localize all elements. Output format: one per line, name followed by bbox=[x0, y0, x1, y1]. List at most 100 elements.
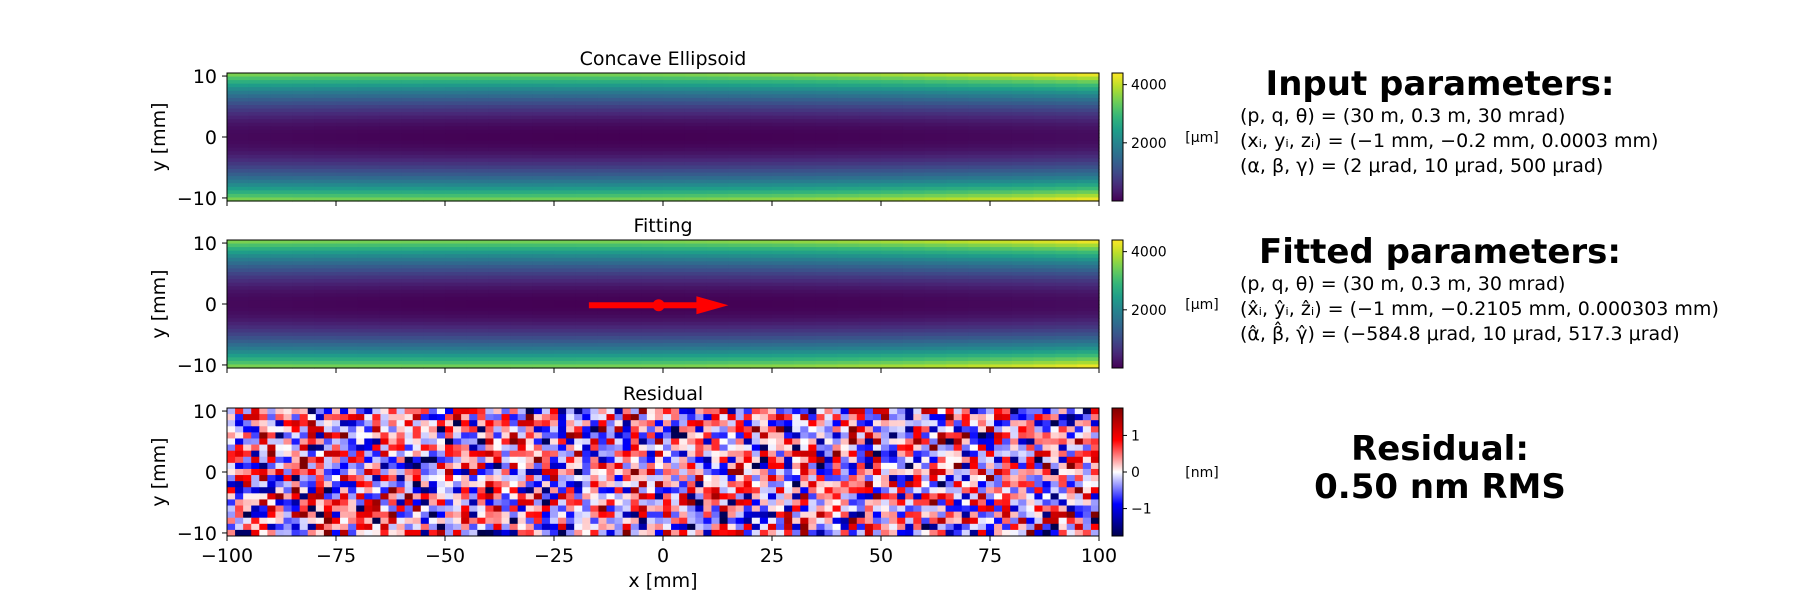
heatmap-cell bbox=[641, 193, 664, 199]
residual-cell bbox=[743, 505, 753, 513]
residual-cell bbox=[461, 432, 470, 439]
heatmap-cell bbox=[401, 122, 424, 127]
heatmap-cell bbox=[379, 360, 402, 366]
residual-cell bbox=[259, 462, 268, 470]
residual-cell bbox=[824, 517, 834, 525]
residual-cell bbox=[985, 462, 995, 470]
heatmap-cell bbox=[706, 325, 729, 330]
heatmap-cell bbox=[401, 80, 424, 85]
residual-cell bbox=[784, 499, 793, 507]
residual-cell bbox=[323, 432, 333, 439]
heatmap-cell bbox=[248, 247, 272, 252]
heatmap-cell bbox=[946, 165, 969, 170]
residual-cell bbox=[1010, 414, 1019, 421]
heatmap-cell bbox=[990, 133, 1013, 138]
residual-cell bbox=[961, 432, 971, 439]
heatmap-cell bbox=[837, 76, 860, 81]
residual-cell bbox=[501, 414, 511, 421]
heatmap-cell bbox=[968, 179, 991, 184]
residual-cell bbox=[856, 426, 866, 433]
heatmap-cell bbox=[336, 179, 359, 184]
residual-cell bbox=[889, 414, 898, 421]
residual-cell bbox=[735, 462, 745, 470]
heatmap-cell bbox=[990, 296, 1013, 302]
residual-cell bbox=[356, 456, 365, 464]
residual-cell bbox=[1002, 462, 1011, 470]
heatmap-cell bbox=[772, 76, 795, 81]
residual-cell bbox=[493, 511, 503, 519]
residual-cell bbox=[331, 505, 341, 513]
heatmap-cell bbox=[1033, 87, 1056, 92]
heatmap-cell bbox=[1055, 105, 1078, 110]
residual-cell bbox=[679, 462, 688, 470]
heatmap-cell bbox=[793, 254, 817, 259]
residual-cell bbox=[808, 432, 817, 439]
residual-cell bbox=[776, 408, 785, 415]
heatmap-cell bbox=[902, 94, 926, 99]
heatmap-cell bbox=[597, 169, 620, 174]
heatmap-cell bbox=[488, 339, 511, 344]
heatmap-cell bbox=[336, 147, 359, 152]
residual-cell bbox=[420, 468, 430, 476]
heatmap-cell bbox=[619, 112, 642, 117]
heatmap-cell bbox=[641, 243, 664, 248]
residual-cell bbox=[881, 481, 890, 488]
residual-cell bbox=[663, 426, 672, 433]
residual-cell bbox=[1090, 426, 1100, 433]
heatmap-cell bbox=[488, 311, 511, 316]
heatmap-cell bbox=[1055, 158, 1078, 163]
residual-cell bbox=[340, 517, 349, 525]
residual-cell bbox=[695, 468, 704, 476]
heatmap-cell bbox=[1033, 137, 1056, 142]
heatmap-cell bbox=[902, 360, 926, 366]
heatmap-cell bbox=[336, 97, 359, 103]
heatmap-cell bbox=[357, 243, 381, 248]
heatmap-cell bbox=[968, 300, 991, 305]
residual-cell bbox=[994, 511, 1003, 519]
heatmap-cell bbox=[837, 122, 860, 127]
heatmap-cell bbox=[706, 83, 729, 88]
heatmap-cell bbox=[336, 80, 359, 85]
heatmap-cell bbox=[227, 261, 250, 266]
heatmap-cell bbox=[837, 336, 860, 341]
heatmap-cell bbox=[336, 304, 359, 309]
residual-cell bbox=[356, 517, 365, 525]
residual-cell bbox=[800, 420, 809, 427]
residual-cell bbox=[1058, 505, 1068, 513]
heatmap-cell bbox=[837, 360, 860, 366]
residual-cell bbox=[872, 481, 882, 488]
heatmap-cell bbox=[968, 126, 991, 131]
residual-cell bbox=[985, 481, 995, 488]
heatmap-cell bbox=[1011, 165, 1035, 170]
heatmap-cell bbox=[881, 122, 904, 127]
heatmap-cell bbox=[837, 254, 860, 259]
heatmap-cell bbox=[314, 140, 337, 145]
residual-cell bbox=[243, 456, 252, 464]
heatmap-cell bbox=[815, 87, 838, 92]
heatmap-cell bbox=[445, 243, 468, 248]
residual-cell bbox=[961, 462, 971, 470]
residual-cell bbox=[929, 408, 939, 415]
heatmap-cell bbox=[750, 151, 773, 156]
heatmap-cell bbox=[314, 112, 337, 117]
heatmap-cell bbox=[554, 147, 577, 152]
heatmap-cell bbox=[706, 137, 729, 142]
heatmap-cell bbox=[575, 318, 599, 323]
residual-cell bbox=[428, 408, 438, 415]
heatmap-cell bbox=[837, 108, 860, 113]
residual-cell bbox=[945, 475, 955, 482]
residual-cell bbox=[671, 438, 680, 446]
residual-cell bbox=[356, 414, 365, 421]
heatmap-cell bbox=[292, 240, 315, 245]
heatmap-cell bbox=[990, 357, 1013, 362]
heatmap-cell bbox=[336, 279, 359, 284]
residual-cell bbox=[404, 408, 414, 415]
residual-cell bbox=[453, 462, 462, 470]
residual-cell bbox=[380, 468, 389, 476]
residual-cell bbox=[396, 432, 406, 439]
residual-cell bbox=[913, 499, 922, 507]
heatmap-cell bbox=[815, 325, 838, 330]
residual-cell bbox=[315, 499, 325, 507]
heatmap-cell bbox=[772, 264, 795, 270]
residual-cell bbox=[1042, 438, 1052, 446]
